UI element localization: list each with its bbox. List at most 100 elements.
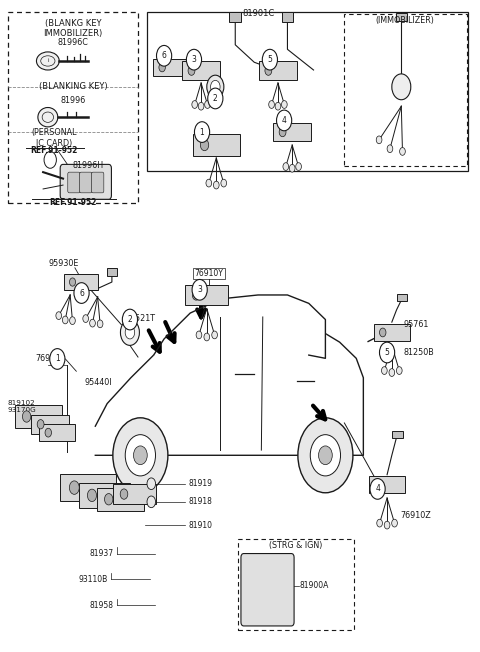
Text: (BLANKG KEY
IMMOBILIZER): (BLANKG KEY IMMOBILIZER): [43, 19, 103, 38]
Circle shape: [90, 319, 96, 327]
Circle shape: [133, 446, 147, 465]
Text: 81996: 81996: [60, 96, 85, 105]
Circle shape: [370, 479, 385, 499]
Circle shape: [83, 315, 88, 323]
Bar: [259, 61, 297, 80]
Text: 6: 6: [79, 289, 84, 297]
FancyBboxPatch shape: [80, 172, 92, 193]
Text: 76990: 76990: [35, 355, 60, 363]
Circle shape: [194, 122, 210, 142]
Circle shape: [389, 368, 395, 376]
Text: (BLANKING KEY): (BLANKING KEY): [39, 82, 108, 91]
FancyBboxPatch shape: [92, 172, 104, 193]
Bar: [344, 14, 467, 166]
Bar: [79, 483, 131, 508]
Ellipse shape: [38, 108, 58, 127]
Bar: [97, 488, 144, 511]
Circle shape: [192, 280, 207, 300]
FancyBboxPatch shape: [241, 554, 294, 626]
Text: 81996C: 81996C: [58, 38, 88, 48]
Circle shape: [283, 163, 288, 170]
Circle shape: [289, 164, 295, 172]
Bar: [192, 268, 225, 280]
Circle shape: [70, 278, 75, 286]
Circle shape: [147, 478, 156, 490]
Circle shape: [396, 366, 402, 374]
Circle shape: [147, 496, 156, 508]
Circle shape: [62, 316, 68, 324]
Bar: [60, 474, 116, 501]
FancyBboxPatch shape: [68, 172, 80, 193]
Text: (IMMOBILIZER): (IMMOBILIZER): [376, 16, 434, 25]
Text: 4: 4: [282, 116, 287, 125]
Circle shape: [70, 481, 79, 494]
Bar: [238, 539, 354, 630]
Circle shape: [279, 127, 286, 137]
Circle shape: [208, 88, 223, 109]
Bar: [397, 293, 408, 301]
Circle shape: [375, 480, 381, 489]
Text: 81910: 81910: [189, 520, 213, 529]
Circle shape: [204, 333, 210, 341]
Polygon shape: [96, 317, 363, 455]
Text: 81918: 81918: [189, 497, 213, 507]
Circle shape: [276, 110, 292, 131]
Circle shape: [392, 74, 411, 100]
Polygon shape: [154, 295, 325, 359]
Circle shape: [204, 100, 210, 108]
Circle shape: [380, 342, 395, 363]
Text: 81919: 81919: [189, 479, 213, 488]
Circle shape: [122, 309, 137, 330]
Text: 81937: 81937: [90, 549, 114, 558]
Circle shape: [376, 136, 382, 143]
Circle shape: [45, 428, 51, 437]
Text: 819102
93170G: 819102 93170G: [8, 400, 36, 413]
Circle shape: [113, 418, 168, 493]
Circle shape: [196, 331, 202, 339]
Text: i: i: [47, 59, 48, 63]
Circle shape: [298, 418, 353, 493]
Bar: [9, 12, 138, 203]
Circle shape: [392, 519, 397, 527]
Text: (PERSONAL
IC CARD): (PERSONAL IC CARD): [31, 128, 77, 147]
Bar: [153, 59, 189, 76]
Bar: [392, 431, 403, 439]
Circle shape: [265, 66, 272, 76]
Bar: [396, 13, 407, 21]
Text: 3: 3: [192, 55, 196, 64]
Text: 81958: 81958: [90, 600, 114, 610]
Circle shape: [206, 179, 212, 187]
Circle shape: [192, 100, 198, 108]
Circle shape: [156, 46, 172, 66]
Bar: [113, 484, 156, 505]
Text: 4: 4: [375, 484, 380, 494]
Bar: [147, 12, 468, 171]
Text: (STRG & IGN): (STRG & IGN): [269, 541, 322, 550]
Text: 81901C: 81901C: [243, 9, 275, 18]
Circle shape: [186, 50, 202, 70]
Text: 2: 2: [128, 315, 132, 324]
Bar: [64, 274, 98, 290]
Text: REF.91-952: REF.91-952: [49, 198, 96, 207]
Circle shape: [281, 100, 287, 108]
Text: 2: 2: [213, 94, 218, 103]
Text: 76910Y: 76910Y: [194, 269, 223, 278]
Circle shape: [198, 102, 204, 110]
Circle shape: [207, 75, 224, 98]
Circle shape: [192, 289, 200, 300]
Bar: [369, 475, 405, 493]
Circle shape: [56, 312, 61, 319]
Circle shape: [380, 328, 386, 337]
Text: 81900A: 81900A: [300, 582, 329, 590]
Circle shape: [188, 66, 195, 76]
Circle shape: [214, 181, 219, 189]
Circle shape: [269, 100, 275, 108]
Circle shape: [296, 163, 301, 170]
Circle shape: [400, 147, 405, 155]
Circle shape: [37, 420, 44, 429]
Circle shape: [97, 320, 103, 328]
Bar: [373, 323, 410, 341]
Text: 76910Z: 76910Z: [400, 511, 431, 520]
Circle shape: [262, 50, 277, 70]
Bar: [193, 134, 240, 156]
